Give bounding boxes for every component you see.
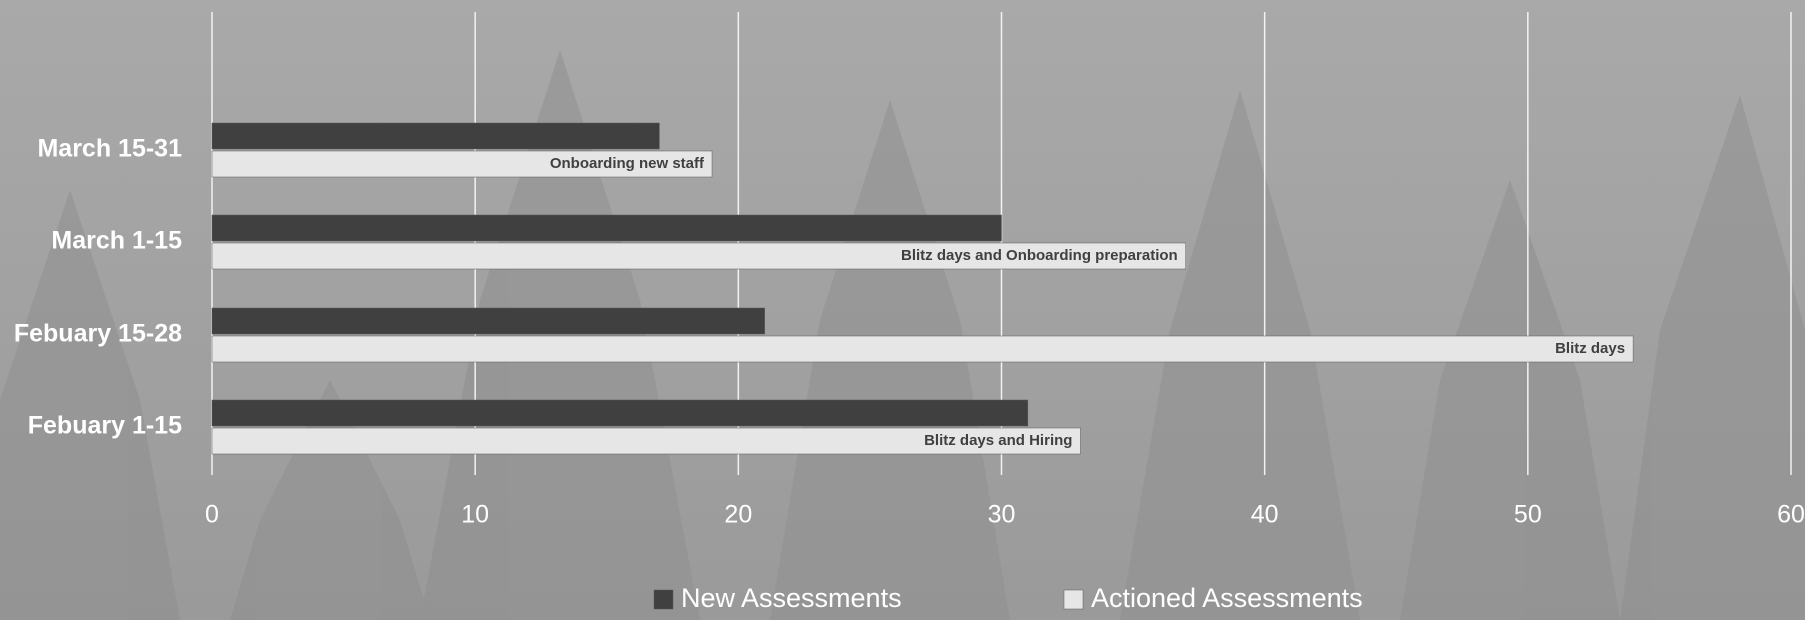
legend-swatch [1063, 589, 1084, 610]
bar [211, 307, 765, 335]
x-tick-label: 40 [1251, 501, 1279, 529]
bar [211, 242, 1186, 270]
legend-label: Actioned Assessments [1091, 583, 1363, 613]
bar [211, 150, 713, 178]
bar-annotation: Blitz days and Hiring [924, 432, 1072, 449]
bar-annotation: Blitz days [1555, 340, 1625, 357]
legend-swatch [653, 589, 674, 610]
bar [211, 427, 1081, 455]
x-tick-label: 50 [1514, 501, 1542, 529]
bar-annotation: Blitz days and Onboarding preparation [901, 247, 1178, 264]
x-tick-label: 60 [1777, 501, 1805, 529]
x-tick-label: 10 [461, 501, 489, 529]
x-tick-label: 20 [724, 501, 752, 529]
y-tick-label: Febuary 15-28 [14, 320, 182, 348]
y-tick-label: March 15-31 [37, 135, 182, 163]
bar [211, 122, 660, 150]
bar [211, 335, 1634, 363]
legend-label: New Assessments [681, 583, 902, 613]
bar [211, 214, 1002, 242]
bar-annotation: Onboarding new staff [550, 155, 705, 172]
x-tick-label: 30 [988, 501, 1016, 529]
plot: 0 10 20 30 40 50 60 March 15-31 Onboarding new s… [14, 12, 1805, 613]
y-tick-label: March 1-15 [51, 227, 182, 255]
x-tick-label: 0 [205, 501, 219, 529]
y-tick-label: Febuary 1-15 [28, 412, 182, 440]
bar [211, 399, 1029, 427]
